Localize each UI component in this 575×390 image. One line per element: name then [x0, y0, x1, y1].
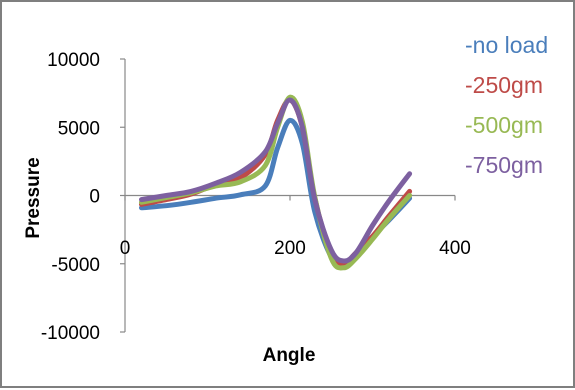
series-line-4 — [139, 97, 413, 264]
y-tick-label: -5000 — [51, 255, 100, 276]
legend-item-3: -500gm — [465, 112, 543, 138]
x-axis-title: Angle — [263, 345, 316, 366]
legend-item-2: -250gm — [465, 72, 543, 98]
x-tick-label: 0 — [120, 238, 131, 259]
y-axis-title: Pressure — [23, 157, 44, 238]
y-tick-label: 10000 — [47, 50, 100, 71]
legend: -no load -250gm -500gm -750gm — [465, 32, 548, 178]
y-tick-label: -10000 — [41, 323, 100, 344]
series-lines — [139, 94, 413, 271]
y-tick-label: 5000 — [58, 118, 100, 139]
legend-item-1: -no load — [465, 32, 548, 58]
tick-labels: 10000 5000 0 -5000 -10000 0 200 400 — [41, 50, 471, 344]
x-tick-label: 200 — [274, 238, 306, 259]
x-tick-label: 400 — [439, 238, 471, 259]
y-tick-label: 0 — [89, 187, 100, 208]
legend-item-4: -750gm — [465, 152, 543, 178]
